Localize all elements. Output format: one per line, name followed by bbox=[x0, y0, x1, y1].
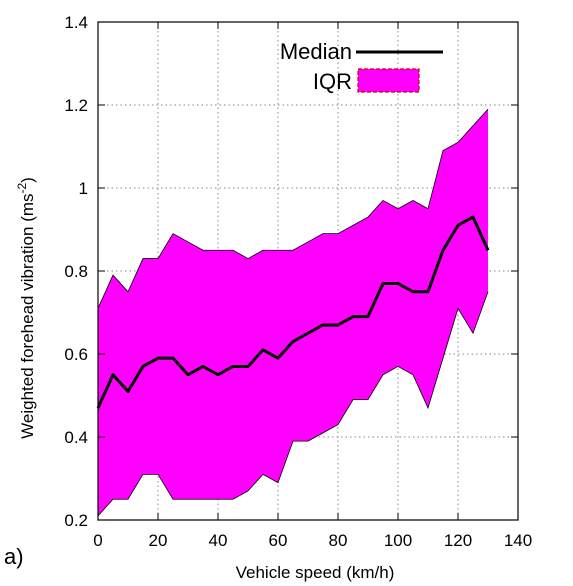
y-tick-label-0.4: 0.4 bbox=[64, 428, 88, 447]
panel-label: a) bbox=[4, 544, 24, 569]
y-tick-label-1: 1 bbox=[79, 179, 88, 198]
x-tick-labels: 0 20 40 60 80 100 120 140 bbox=[93, 531, 532, 550]
x-tick-label-20: 20 bbox=[149, 531, 168, 550]
legend-label-median: Median bbox=[280, 39, 352, 64]
x-tick-label-140: 140 bbox=[504, 531, 532, 550]
y-tick-label-0.8: 0.8 bbox=[64, 262, 88, 281]
y-tick-label-1.4: 1.4 bbox=[64, 13, 88, 32]
y-axis-label-suffix: ) bbox=[18, 177, 37, 183]
legend-swatch-iqr bbox=[357, 68, 420, 93]
y-tick-label-0.2: 0.2 bbox=[64, 511, 88, 530]
iqr-band bbox=[98, 109, 488, 516]
x-tick-label-40: 40 bbox=[209, 531, 228, 550]
x-axis-label: Vehicle speed (km/h) bbox=[236, 563, 395, 582]
y-tick-labels: 0.2 0.4 0.6 0.8 1 1.2 1.4 bbox=[64, 13, 88, 530]
y-axis-label-superscript: -2 bbox=[15, 182, 29, 193]
iqr-upper-edge bbox=[97, 108, 489, 309]
legend: Median IQR bbox=[280, 39, 443, 94]
x-tick-label-120: 120 bbox=[444, 531, 472, 550]
iqr-band-layer bbox=[97, 108, 489, 517]
x-tick-label-80: 80 bbox=[329, 531, 348, 550]
axis-ticks bbox=[97, 21, 519, 521]
x-tick-label-0: 0 bbox=[93, 531, 102, 550]
x-tick-label-100: 100 bbox=[384, 531, 412, 550]
median-line-layer bbox=[96, 215, 490, 409]
x-tick-label-60: 60 bbox=[269, 531, 288, 550]
y-tick-label-0.6: 0.6 bbox=[64, 345, 88, 364]
y-tick-label-1.2: 1.2 bbox=[64, 96, 88, 115]
iqr-lower-edge bbox=[97, 291, 489, 517]
y-axis-label: Weighted forehead vibration (ms-2) bbox=[15, 177, 37, 439]
y-axis-label-main: Weighted forehead vibration (ms bbox=[18, 193, 37, 438]
legend-label-iqr: IQR bbox=[313, 69, 352, 94]
median-line bbox=[96, 215, 490, 409]
